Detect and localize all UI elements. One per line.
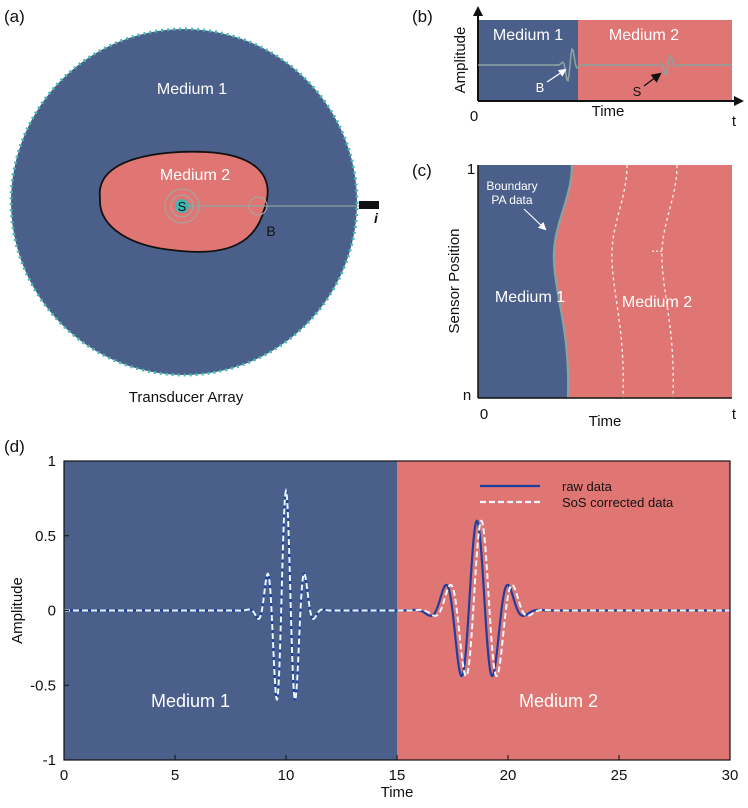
y-tick-label: -1: [43, 752, 56, 769]
c-medium1-region: [478, 165, 572, 398]
sensor-label: i: [374, 210, 379, 226]
source-ring-outer: [164, 188, 200, 224]
c-t-label: t: [732, 406, 737, 423]
chart-region-labels: Medium 1 Medium 2: [151, 691, 598, 711]
b-xlabel: Time: [592, 103, 625, 120]
panel-b-label: (b): [412, 7, 433, 26]
x-tick-label: 25: [611, 767, 628, 784]
c-y-bottom: n: [463, 387, 471, 404]
panel-c: (c) Boundary PA data ... Medium 1 Medium…: [412, 161, 737, 430]
chart-series: [64, 487, 730, 701]
c-boundary-text-2: PA data: [491, 193, 532, 207]
panel-a: (a) S B i Medium 1 Medium 2 Transducer A…: [4, 7, 379, 406]
chart-ylabel: Amplitude: [9, 577, 26, 644]
series-sos-corrected-data: [64, 487, 730, 701]
panel-d-label: (d): [4, 437, 25, 456]
c-dots: ...: [651, 239, 663, 255]
c-y-top: 1: [467, 161, 475, 178]
b-arrow-b: [546, 68, 567, 83]
y-tick-label: 0: [48, 603, 56, 620]
source-label: S: [178, 199, 187, 214]
legend-label-2: SoS corrected data: [562, 495, 674, 510]
x-tick-label: 10: [278, 767, 295, 784]
panel-c-label: (c): [412, 161, 432, 180]
region-label-2: Medium 2: [519, 691, 598, 711]
a-medium1-label: Medium 1: [157, 81, 227, 98]
b-marker-s: S: [633, 84, 642, 99]
legend-label-1: raw data: [562, 479, 613, 494]
chart-ticks: 0 5 10 15 20 25 30 -1 -0.5 0 0.5 1: [30, 453, 738, 784]
b-arrow-s: [643, 72, 662, 87]
b-medium2-bg: [578, 20, 732, 101]
source-ring-inner: [170, 194, 194, 218]
x-tick-label: 15: [389, 767, 406, 784]
b-marker-b: B: [536, 80, 545, 95]
b-medium1-label: Medium 1: [493, 27, 563, 44]
b-origin: 0: [470, 108, 478, 125]
x-tick-label: 5: [171, 767, 179, 784]
y-tick-label: 1: [48, 453, 56, 470]
chart-xlabel: Time: [381, 784, 414, 801]
b-signal-trace: [478, 47, 731, 83]
x-tick-label: 0: [60, 767, 68, 784]
b-medium2-label: Medium 2: [609, 27, 679, 44]
region-label-1: Medium 1: [151, 691, 230, 711]
panel-d: (d) 0 5 10 15 20 25 30-1-0.500.51 Medium 1 Medi…: [4, 437, 738, 801]
transducer-array: [9, 27, 359, 377]
panel-a-label: (a): [4, 7, 25, 26]
a-medium2-label: Medium 2: [160, 167, 230, 184]
y-tick-label: 0.5: [35, 528, 56, 545]
b-ylabel: Amplitude: [452, 27, 469, 94]
c-xlabel: Time: [589, 413, 622, 430]
b-medium1-bg: [478, 20, 578, 101]
b-t-label: t: [732, 113, 737, 130]
c-origin: 0: [480, 406, 488, 423]
c-medium2-label: Medium 2: [622, 294, 692, 311]
c-boundary-text-1: Boundary: [486, 179, 537, 193]
sensor-element: [359, 201, 379, 209]
panel-b: (b) Medium 1 Medium 2 B S Amplitude Time…: [412, 6, 744, 130]
source-dot: [175, 199, 189, 213]
array-caption: Transducer Array: [129, 389, 244, 406]
c-signal-curve-1: [611, 164, 628, 399]
c-boundary-arrow: [523, 208, 547, 231]
x-tick-label: 20: [500, 767, 517, 784]
boundary-label: B: [266, 223, 275, 239]
boundary-ring: [248, 196, 268, 216]
c-medium1-label: Medium 1: [495, 289, 565, 306]
y-tick-label: -0.5: [30, 677, 56, 694]
x-tick-label: 30: [722, 767, 739, 784]
c-ylabel: Sensor Position: [446, 228, 463, 333]
c-signal-curve-2: [661, 164, 678, 399]
c-boundary-curve: [552, 164, 574, 399]
